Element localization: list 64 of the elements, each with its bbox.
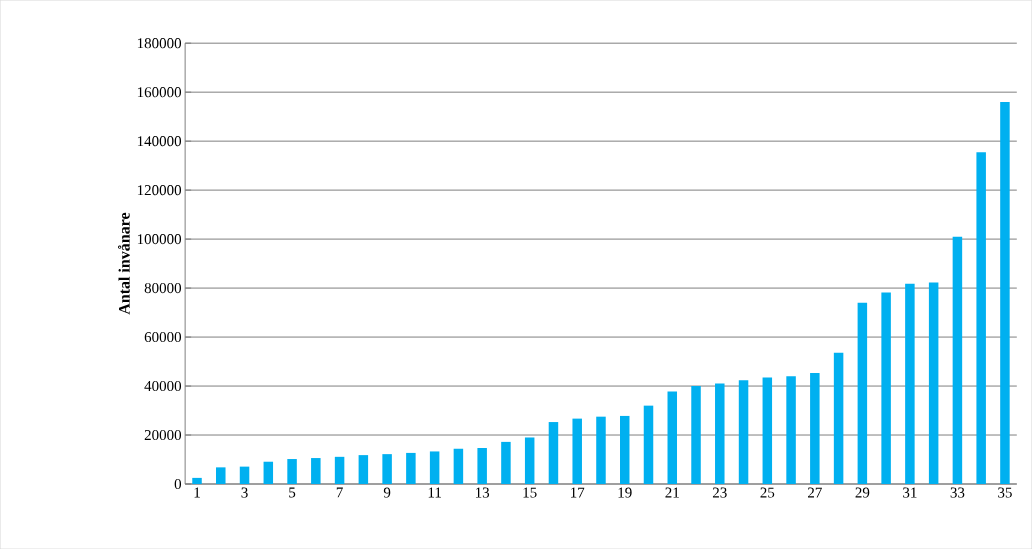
bar (715, 383, 725, 484)
y-tick-label: 100000 (137, 233, 182, 245)
y-tick-label: 60000 (144, 331, 182, 343)
bar (881, 292, 891, 484)
x-tick-label: 31 (903, 487, 917, 498)
y-tick-label: 160000 (137, 87, 182, 98)
y-axis-title: Antal invånare (118, 212, 130, 315)
y-tick-label: 140000 (137, 135, 182, 147)
bar (667, 391, 678, 484)
bar (928, 282, 939, 484)
x-tick-label: 35 (998, 487, 1012, 498)
bar (976, 152, 986, 484)
bar (905, 283, 915, 484)
bar (833, 352, 844, 484)
x-tick-label: 21 (665, 487, 679, 498)
bar (287, 458, 297, 484)
bar (786, 376, 796, 484)
bar (216, 467, 226, 484)
x-tick-label: 3 (241, 487, 248, 498)
x-tick-label: 17 (571, 487, 585, 498)
x-tick-label: 33 (950, 487, 965, 498)
y-tick-label: 20000 (144, 429, 182, 440)
bar (429, 451, 440, 484)
bar (643, 405, 654, 484)
bar (857, 302, 868, 484)
x-tick-label: 1 (194, 487, 200, 498)
x-tick-label: 11 (428, 487, 441, 498)
bar (453, 448, 464, 484)
bar (738, 380, 749, 484)
y-tick-label: 40000 (144, 380, 182, 392)
y-tick-label: 180000 (137, 38, 182, 49)
bar (239, 466, 250, 484)
bar (382, 454, 392, 484)
bar (311, 457, 321, 484)
bar (501, 441, 511, 484)
x-tick-label: 25 (760, 487, 775, 498)
bar (952, 236, 963, 484)
x-tick-label: 13 (475, 487, 490, 498)
y-tick-label: 80000 (144, 282, 182, 294)
bar (192, 477, 202, 484)
y-tick-label: 120000 (137, 184, 182, 196)
bar (691, 385, 701, 484)
x-tick-label: 15 (523, 487, 537, 498)
bar (477, 447, 487, 484)
bar (524, 437, 535, 484)
x-tick-label: 27 (808, 487, 822, 498)
x-tick-label: 5 (289, 487, 296, 498)
bar (572, 418, 582, 484)
x-tick-label: 23 (712, 487, 727, 498)
bar (619, 415, 630, 484)
bar (334, 456, 345, 484)
y-tick-label: 0 (174, 478, 182, 489)
x-tick-label: 29 (855, 487, 870, 498)
bar (548, 421, 559, 484)
bar (406, 452, 416, 484)
bar (810, 372, 820, 484)
bar (263, 461, 274, 484)
x-tick-label: 7 (336, 487, 343, 498)
bar (762, 377, 773, 484)
x-tick-label: 19 (618, 487, 632, 498)
bar (358, 455, 369, 484)
bar (596, 416, 606, 484)
x-tick-label: 9 (383, 487, 391, 498)
bar (1000, 101, 1010, 484)
